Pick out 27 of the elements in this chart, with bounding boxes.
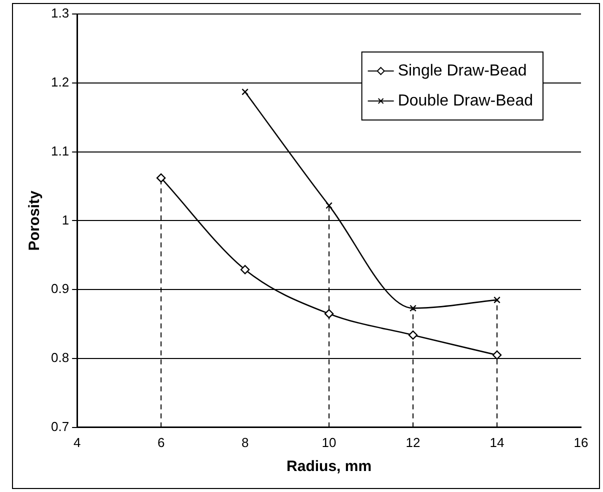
x-tick-label: 10 [322,434,336,450]
x-tick-label: 14 [490,434,504,450]
y-tick-label: 1.3 [50,6,70,21]
point [326,202,332,209]
point [408,330,418,340]
point [240,265,250,274]
point [324,309,334,318]
x-tick-label: 12 [406,434,420,450]
y-tick-label: 1.1 [50,143,70,158]
y-axis-title: Porosity [26,190,44,251]
x-axis-title: Radius, mm [286,458,372,476]
x-tick-label: 4 [73,434,81,450]
point [156,173,166,183]
point [492,350,502,360]
y-tick-label: 0.7 [50,418,70,434]
y-tick-label: 0.8 [50,350,70,366]
legend-label: Double Draw-Bead [398,92,534,110]
x-tick-label: 8 [241,434,249,450]
y-tick-label: 1 [62,212,70,228]
y-tick-label: 1.2 [50,74,70,90]
point [410,304,416,312]
point [242,88,248,96]
point [494,296,500,304]
y-tick-label: 0.9 [50,281,70,296]
x-tick-label: 6 [157,434,165,450]
x-tick-label: 16 [574,434,588,450]
legend-label: Single Draw-Bead [398,62,527,80]
